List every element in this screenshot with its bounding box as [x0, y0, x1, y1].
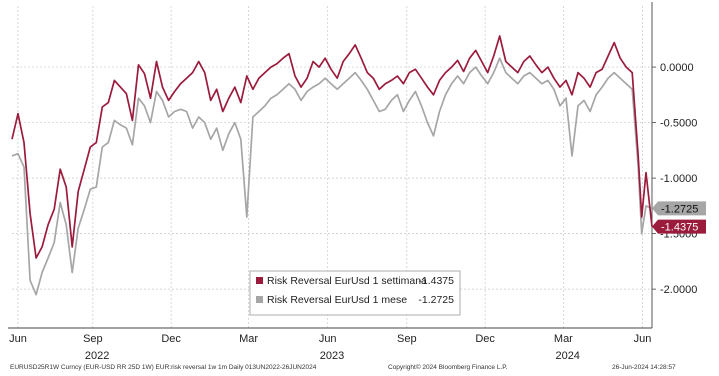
x-tick-label: Jun: [9, 333, 27, 345]
x-tick-label: Mar: [554, 333, 573, 345]
last-value-tag-bg: [652, 219, 706, 234]
series-line-1m: [11, 57, 653, 296]
x-tick-label: Dec: [475, 333, 495, 345]
legend-label: Risk Reversal EurUsd 1 settimana: [267, 275, 427, 287]
legend-swatch: [256, 296, 263, 303]
x-tick-label: Mar: [239, 333, 258, 345]
last-value-tag-text: -1.4375: [661, 222, 698, 234]
x-tick-label: Sep: [83, 333, 103, 345]
last-value-labels: -1.4375 -1.2725: [652, 201, 706, 234]
last-value-tag-text: -1.2725: [661, 203, 698, 215]
legend-label: Risk Reversal EurUsd 1 mese: [267, 294, 407, 306]
x-tick-label: Dec: [161, 333, 181, 345]
x-axis: Jun Sep Dec Mar Jun Sep Dec Mar Jun 2022 2023 2024: [9, 333, 652, 362]
last-value-tag-1m: -1.2725: [652, 201, 706, 216]
x-year-label: 2023: [320, 350, 344, 360]
legend-box: [249, 270, 461, 316]
y-axis: 0.0000-0.5000-1.0000-1.5000-2.0000: [652, 62, 697, 296]
footer-timestamp: 26-Jun-2024 14:28:57: [612, 364, 676, 371]
legend: Risk Reversal EurUsd 1 settimana-1.4375R…: [249, 270, 461, 316]
footer-copyright: Copyright© 2024 Bloomberg Finance L.P.: [388, 364, 508, 371]
legend-value: -1.2725: [418, 294, 454, 306]
y-tick-label: -1.0000: [660, 173, 697, 185]
y-tick-label: 0.0000: [660, 62, 694, 74]
x-tick-label: Jun: [634, 333, 652, 345]
legend-value: -1.4375: [418, 275, 454, 287]
legend-entry-1m: Risk Reversal EurUsd 1 mese -1.2725: [256, 294, 454, 306]
x-year-label: 2022: [85, 350, 109, 360]
x-tick-label: Sep: [397, 333, 417, 345]
risk-reversal-chart: 0.0000-0.5000-1.0000-1.5000-2.0000 Jun Se…: [8, 2, 706, 362]
legend-swatch: [256, 277, 263, 284]
plot-border: [8, 2, 653, 329]
grid-lines: [12, 6, 652, 328]
legend-entry-1w: Risk Reversal EurUsd 1 settimana-1.4375: [256, 275, 454, 287]
footer-source: EURUSD25R1W Curncy (EUR-USD RR 25D 1W) E…: [10, 364, 317, 371]
x-tick-label: Jun: [319, 333, 337, 345]
series-lines: [11, 35, 653, 296]
y-tick-label: -2.0000: [660, 284, 697, 296]
y-tick-label: -0.5000: [660, 118, 697, 130]
x-year-label: 2024: [555, 350, 579, 360]
last-value-tag-1w: -1.4375: [652, 219, 706, 234]
last-value-tag-bg: [652, 201, 706, 216]
series-line-1w: [11, 35, 653, 259]
